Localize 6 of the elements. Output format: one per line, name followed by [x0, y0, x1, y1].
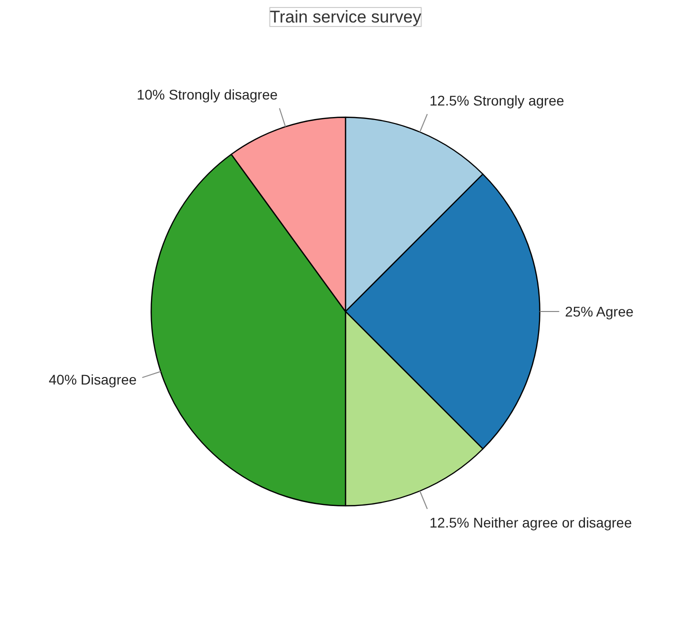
slice-label: 25% Agree [565, 304, 634, 320]
slice-label: 10% Strongly disagree [136, 86, 278, 103]
slice-label: 12.5% Neither agree or disagree [430, 514, 632, 530]
slice-label: 40% Disagree [48, 371, 137, 388]
chart-title: Train service survey [270, 8, 422, 26]
slice-label: 12.5% Strongly agree [430, 92, 564, 109]
